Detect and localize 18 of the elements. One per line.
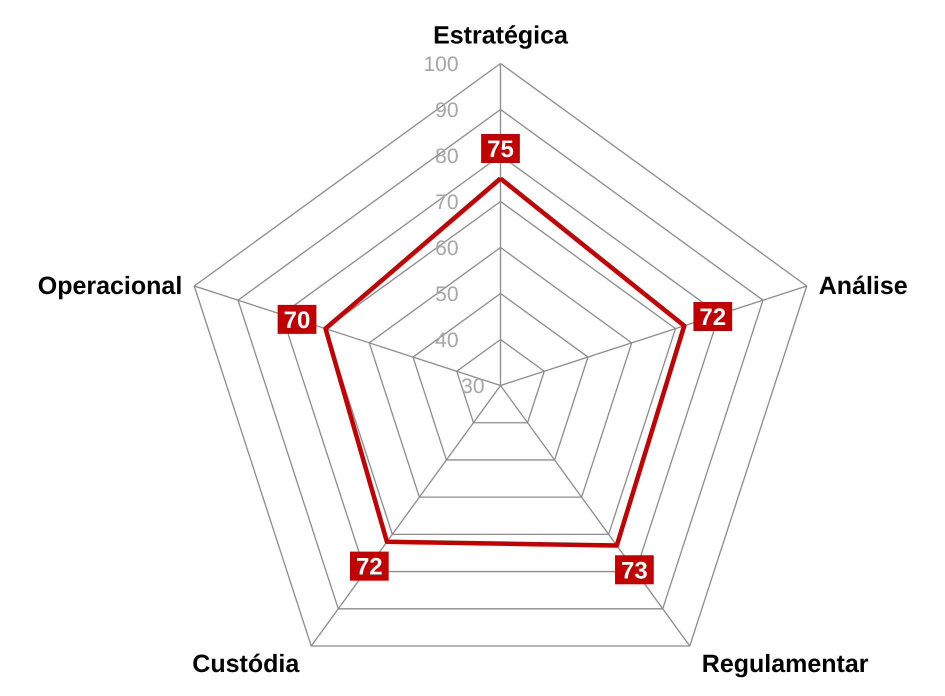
data-label: 72 bbox=[356, 554, 383, 581]
y-tick-label: 60 bbox=[435, 237, 458, 260]
data-label: 73 bbox=[621, 557, 648, 584]
data-label: 75 bbox=[487, 136, 514, 163]
y-tick-label: 90 bbox=[435, 99, 458, 122]
data-label: 72 bbox=[699, 304, 726, 332]
spoke-label: Análise bbox=[818, 272, 908, 300]
spoke-label: Operacional bbox=[38, 272, 182, 300]
spoke-label: Regulamentar bbox=[702, 650, 869, 678]
y-tick-label: 70 bbox=[435, 191, 458, 214]
y-tick-label: 50 bbox=[435, 283, 458, 306]
y-tick-label: 30 bbox=[461, 375, 484, 398]
y-tick-label: 80 bbox=[435, 145, 458, 168]
y-tick-label: 100 bbox=[423, 53, 459, 76]
y-tick-label: 40 bbox=[435, 329, 458, 352]
spoke-label: Custódia bbox=[192, 650, 300, 678]
data-label: 70 bbox=[284, 306, 310, 334]
spoke-label: Estratégica bbox=[433, 22, 569, 50]
